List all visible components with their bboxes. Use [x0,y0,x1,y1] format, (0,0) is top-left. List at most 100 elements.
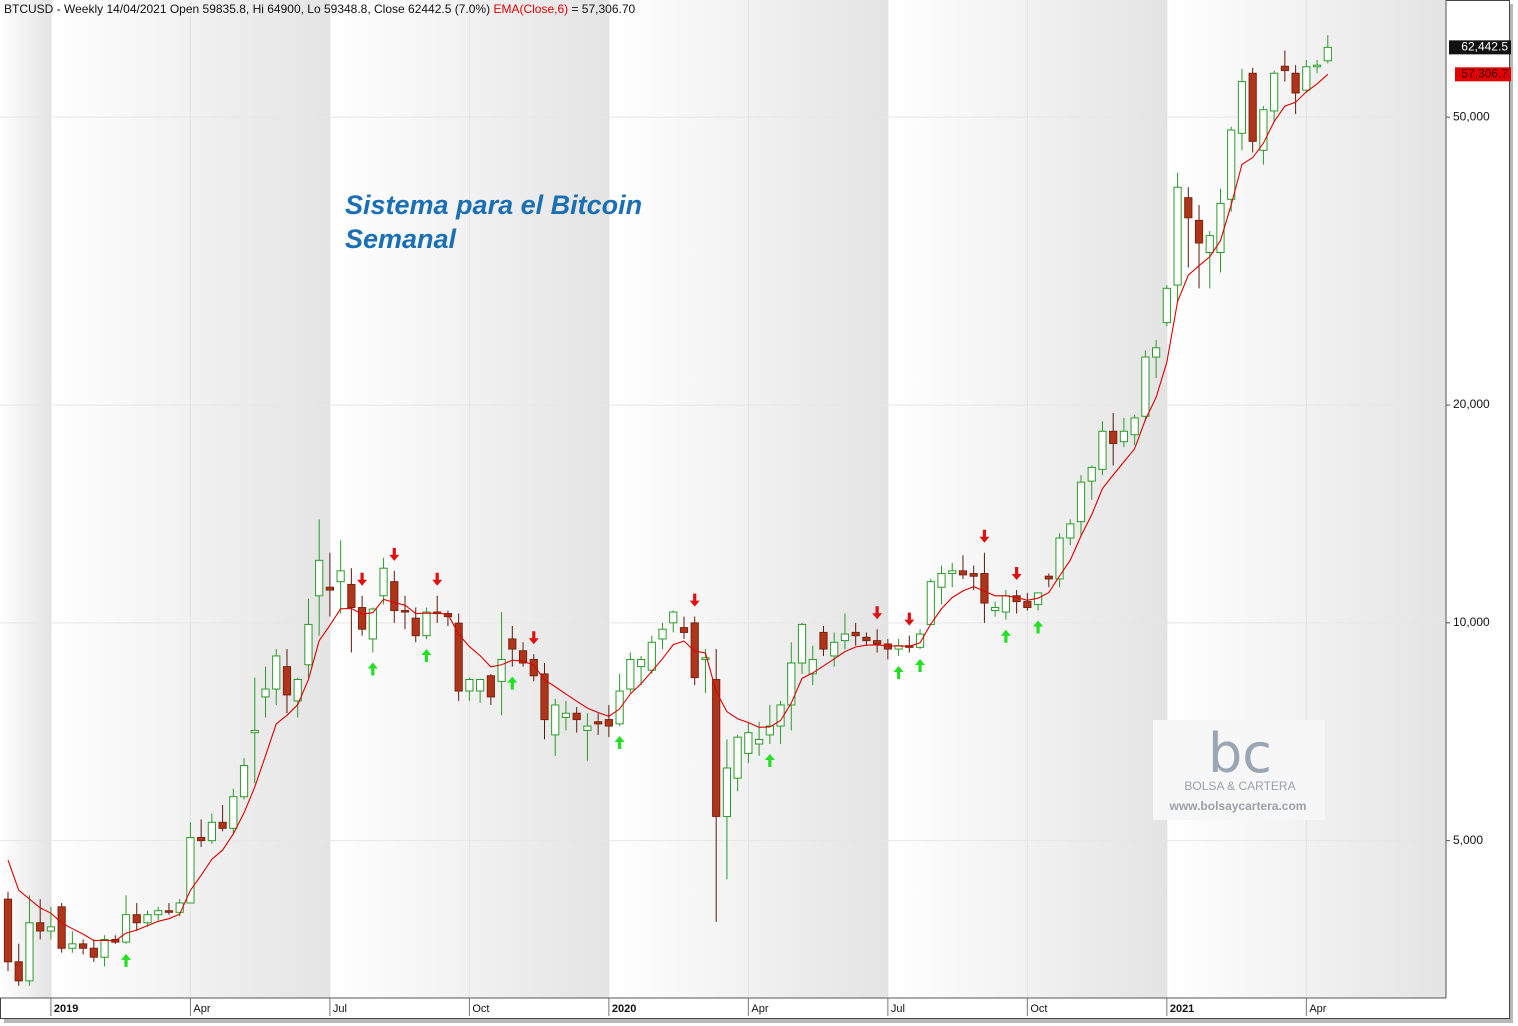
candle-body [958,570,968,576]
candle-body [68,943,77,949]
candle-body [679,627,689,633]
candle-body [486,675,495,698]
candle-body [797,623,807,664]
ema-price-tag [1455,67,1511,82]
candle-body [164,910,174,913]
x-tick-label: Jul [333,1003,347,1015]
candle-body [1302,66,1311,91]
candle-body [400,610,410,613]
candle-body [218,821,227,829]
candle-body [14,961,23,982]
candle-body [615,690,624,725]
sell-arrow [528,631,539,645]
candle-body [1130,417,1139,436]
candle-body [100,939,109,958]
buy-arrow [367,662,378,676]
candle-body [143,914,152,924]
candle-body [1152,347,1161,358]
buy-arrow [893,665,904,679]
y-tick-label: 50,000 [1453,109,1490,123]
candle-body [154,910,163,916]
sell-arrow [389,547,400,561]
candle-body [1076,481,1086,523]
candle-body [36,922,45,932]
candle-body [1109,430,1118,444]
buy-arrow [915,659,926,673]
candle-body [390,581,399,612]
candle-body [89,947,98,958]
candle-body [25,922,34,982]
candle-body [991,607,1000,612]
candle-body [476,679,485,692]
candle-body [604,719,613,727]
x-tick-label: 2021 [1170,1003,1194,1015]
x-tick-label: 2020 [612,1003,636,1015]
x-tick-label: Oct [472,1003,489,1015]
candle-body [551,704,560,736]
candle-body [626,658,635,690]
candle-body [186,837,195,904]
candle-body [561,712,571,718]
candle-body [1001,595,1010,613]
candle-body [422,611,431,637]
candle-body [1194,219,1204,244]
candle-body [744,732,753,754]
candle-body [1184,197,1193,219]
candle-body [325,586,334,591]
x-tick-label: Jul [891,1003,905,1015]
ema-price-label: 57,306.7 [1461,66,1508,80]
candle-body [1312,64,1322,68]
annotation: Sistema para el Bitcoin [345,190,642,220]
buy-arrow [764,754,775,768]
x-tick-label: Apr [1309,1003,1326,1015]
candle-body [1141,356,1150,417]
candle-body [755,738,764,745]
candle-body [540,673,549,721]
candle-body [79,943,88,949]
sell-arrow [904,612,915,626]
candle-body [712,679,721,817]
candle-body [1066,523,1075,539]
candle-body [948,570,957,575]
candle-body [1280,65,1289,72]
ema-legend: EMA(Close,6) [493,2,568,16]
sell-arrow [872,606,883,620]
candle-body [722,767,732,817]
candle-body [937,573,946,588]
candle-body [969,573,978,577]
watermark-box [1153,720,1325,820]
chart-header: BTCUSD - Weekly 14/04/2021 Open 59835.8,… [4,2,636,16]
grid [0,0,1446,998]
candle-body [669,611,678,624]
candle-body [1323,46,1332,62]
candle-body [207,821,216,842]
candle-body [926,581,935,625]
candle-body [229,796,238,829]
x-tick-label: Apr [751,1003,768,1015]
buy-arrow [614,736,625,750]
y-tick-label: 5,000 [1453,833,1483,847]
candle-body [1291,72,1300,94]
candle-body [1087,466,1096,482]
candle-body [336,570,345,583]
annotation: Semanal [345,224,457,254]
candle-body [3,898,13,963]
candle-body [572,712,581,721]
buy-arrow [507,676,518,690]
candle-body [282,666,292,696]
candle-body [1259,109,1268,151]
last-price-tag [1449,40,1511,55]
candle-body [239,765,249,798]
candle-body [1044,575,1053,580]
candle-body [121,914,131,943]
ema-legend-value: = 57,306.70 [571,2,635,16]
candle-body [808,658,817,675]
candle-body [175,902,184,913]
candle-body [583,725,592,731]
watermark-url: www.bolsaycartera.com [1169,799,1307,813]
candle-body [765,725,774,736]
ema-line [7,73,1329,942]
candle-body [379,567,388,597]
candle-body [529,658,538,677]
candle-body [636,658,646,668]
